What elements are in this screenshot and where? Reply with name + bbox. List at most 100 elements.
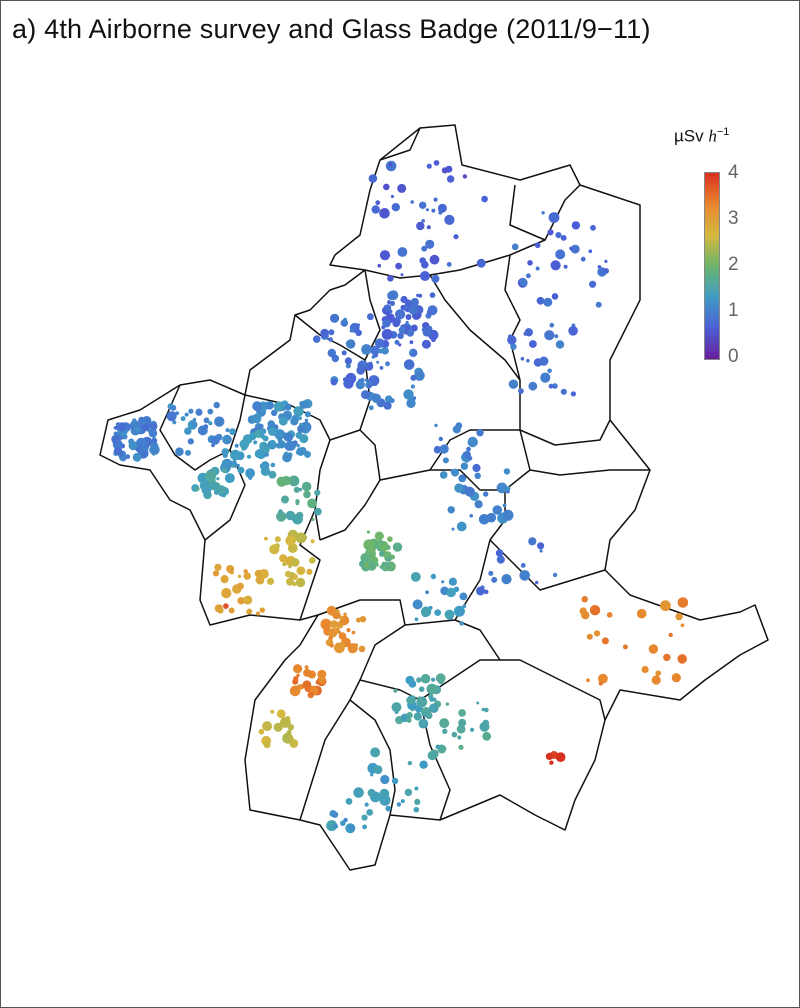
measurement-point	[140, 422, 150, 432]
measurement-point	[385, 805, 392, 812]
measurement-point	[349, 328, 354, 333]
measurement-point	[230, 449, 241, 461]
measurement-point	[370, 747, 381, 758]
measurement-point	[555, 232, 562, 239]
measurement-point	[431, 677, 436, 682]
measurement-point	[537, 542, 545, 550]
measurement-point	[254, 569, 263, 578]
measurement-point	[660, 600, 671, 612]
measurement-point	[588, 249, 593, 253]
measurement-point	[593, 630, 601, 637]
measurement-point	[539, 549, 543, 553]
measurement-point	[221, 448, 229, 456]
measurement-point	[281, 475, 292, 486]
measurement-point	[307, 498, 317, 509]
measurement-point	[288, 565, 292, 569]
measurement-point	[199, 480, 211, 491]
measurement-point	[286, 577, 294, 586]
measurement-point	[544, 330, 555, 341]
measurement-point	[234, 443, 239, 448]
measurement-point	[371, 393, 382, 403]
measurement-point	[263, 741, 271, 749]
measurement-point	[405, 314, 412, 320]
measurement-point	[409, 340, 414, 345]
measurement-point	[395, 316, 400, 321]
measurement-point	[362, 361, 367, 366]
measurement-point	[269, 544, 280, 555]
measurement-point	[418, 719, 426, 728]
measurement-point	[351, 630, 356, 635]
measurement-point	[311, 517, 315, 522]
measurement-point	[320, 328, 329, 338]
measurement-point	[348, 824, 356, 832]
measurement-point	[276, 511, 287, 522]
measurement-point	[172, 420, 177, 425]
measurement-point	[278, 416, 288, 426]
measurement-point	[433, 197, 438, 202]
measurement-point	[400, 295, 408, 304]
measurement-point	[329, 643, 334, 648]
measurement-point	[545, 752, 554, 761]
measurement-point	[356, 617, 361, 623]
measurement-point	[569, 246, 573, 251]
measurement-point	[383, 401, 392, 410]
measurement-point	[370, 773, 374, 777]
measurement-point	[548, 212, 560, 223]
measurement-point	[460, 477, 465, 482]
measurement-point	[380, 774, 390, 785]
measurement-point	[301, 481, 312, 492]
measurement-point	[111, 434, 121, 445]
measurement-point	[262, 721, 273, 732]
measurement-point	[209, 481, 219, 491]
legend-tick-3: 3	[728, 208, 739, 229]
measurement-point	[555, 340, 565, 349]
measurement-point	[340, 820, 346, 826]
measurement-point	[444, 609, 455, 620]
measurement-point	[429, 254, 440, 265]
measurement-point	[472, 463, 481, 473]
measurement-point	[241, 447, 245, 451]
measurement-point	[388, 309, 393, 314]
measurement-point	[279, 554, 288, 563]
measurement-point	[364, 378, 368, 382]
measurement-point	[439, 444, 449, 454]
measurement-point	[261, 463, 269, 471]
measurement-point	[388, 162, 393, 167]
measurement-point	[194, 486, 200, 492]
measurement-point	[292, 440, 298, 446]
measurement-point	[508, 379, 519, 389]
measurement-point	[390, 194, 394, 199]
measurement-point	[651, 675, 661, 685]
measurement-points	[111, 160, 689, 834]
measurement-point	[389, 398, 395, 404]
measurement-point	[527, 260, 533, 266]
legend-tick-0: 0	[728, 346, 739, 367]
measurement-point	[397, 183, 407, 193]
measurement-point	[523, 331, 528, 336]
measurement-point	[390, 554, 395, 560]
measurement-point	[510, 343, 517, 350]
measurement-point	[224, 473, 235, 484]
measurement-point	[276, 709, 286, 719]
measurement-point	[535, 266, 540, 271]
measurement-point	[248, 475, 253, 480]
measurement-point	[453, 605, 465, 617]
measurement-point	[492, 505, 503, 515]
measurement-point	[312, 335, 321, 343]
measurement-point	[335, 609, 340, 614]
measurement-point	[431, 208, 436, 213]
measurement-point	[345, 340, 353, 348]
measurement-point	[451, 731, 458, 738]
measurement-point	[374, 338, 385, 349]
measurement-point	[356, 366, 366, 375]
measurement-point	[409, 350, 413, 354]
measurement-point	[341, 350, 347, 356]
measurement-point	[389, 300, 395, 306]
measurement-point	[413, 712, 422, 721]
measurement-point	[363, 562, 370, 568]
measurement-point	[397, 247, 408, 257]
measurement-point	[387, 536, 393, 542]
measurement-point	[268, 470, 277, 479]
measurement-point	[457, 735, 462, 740]
